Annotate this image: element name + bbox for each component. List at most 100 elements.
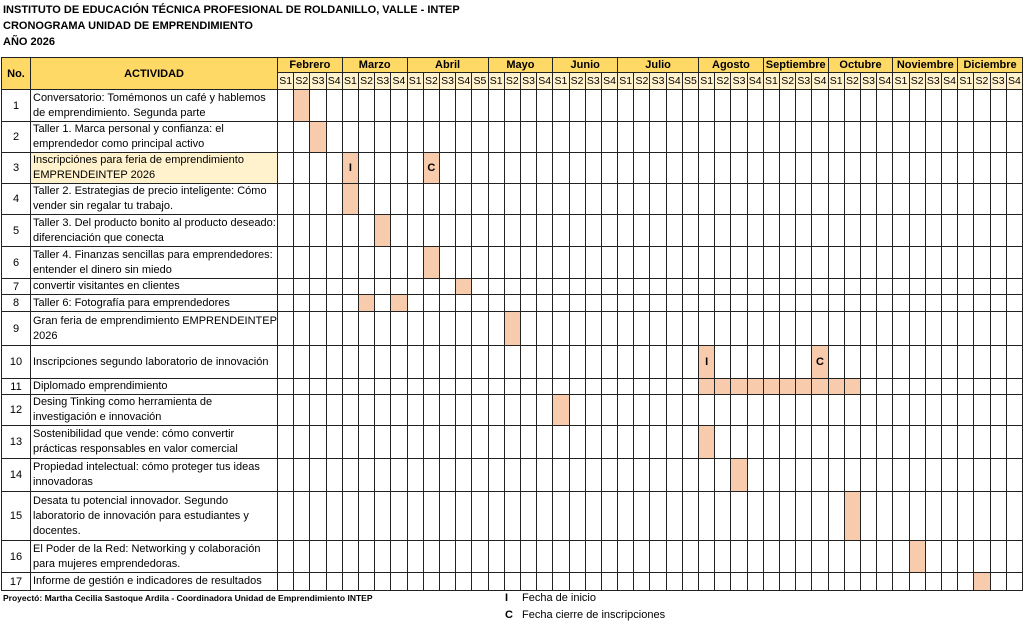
week-cell bbox=[989, 345, 1007, 379]
week-cell bbox=[957, 311, 975, 346]
week-cell bbox=[633, 458, 651, 492]
week-cell bbox=[471, 89, 489, 122]
week-cell bbox=[568, 152, 586, 184]
week-cell bbox=[892, 89, 910, 122]
week-header: S4 bbox=[390, 72, 408, 90]
month-header-agosto: Agosto bbox=[698, 57, 764, 73]
week-cell bbox=[779, 458, 797, 492]
week-cell bbox=[924, 311, 942, 346]
week-cell bbox=[455, 89, 473, 122]
week-cell bbox=[374, 278, 392, 295]
week-cell bbox=[341, 294, 359, 312]
week-cell bbox=[374, 572, 392, 591]
week-cell bbox=[924, 378, 942, 395]
week-cell bbox=[471, 311, 489, 346]
week-cell bbox=[633, 246, 651, 279]
week-cell bbox=[390, 89, 408, 122]
week-cell bbox=[827, 89, 845, 122]
week-cell bbox=[357, 246, 376, 279]
week-cell bbox=[438, 214, 457, 247]
week-cell bbox=[519, 214, 538, 247]
week-cell bbox=[649, 425, 667, 459]
week-header: S4 bbox=[600, 72, 619, 90]
week-cell bbox=[552, 378, 570, 395]
week-cell bbox=[357, 458, 376, 492]
week-cell bbox=[600, 394, 619, 426]
week-cell bbox=[859, 311, 878, 346]
week-cell bbox=[989, 89, 1007, 122]
week-header: S3 bbox=[438, 72, 457, 90]
week-header: S3 bbox=[924, 72, 942, 90]
week-cell bbox=[341, 345, 359, 379]
column-header-activity: ACTIVIDAD bbox=[29, 57, 279, 90]
week-cell bbox=[989, 152, 1007, 184]
scheduled-week-cell bbox=[357, 294, 376, 312]
week-cell bbox=[649, 214, 667, 247]
week-cell bbox=[374, 425, 392, 459]
week-cell bbox=[357, 121, 376, 153]
week-cell bbox=[892, 214, 910, 247]
week-cell bbox=[843, 458, 862, 492]
week-cell bbox=[989, 294, 1007, 312]
week-header: S3 bbox=[649, 72, 667, 90]
week-cell bbox=[892, 294, 910, 312]
week-cell bbox=[406, 311, 424, 346]
week-cell bbox=[665, 121, 683, 153]
week-cell bbox=[811, 152, 829, 184]
week-cell bbox=[325, 278, 343, 295]
week-cell bbox=[957, 121, 975, 153]
week-cell bbox=[325, 311, 343, 346]
week-cell bbox=[406, 540, 424, 573]
week-cell bbox=[665, 152, 683, 184]
week-cell bbox=[584, 294, 602, 312]
week-cell bbox=[325, 183, 343, 215]
week-cell bbox=[341, 214, 359, 247]
scheduled-week-cell: C bbox=[422, 152, 440, 184]
week-cell bbox=[779, 121, 797, 153]
week-cell bbox=[277, 183, 295, 215]
row-number: 15 bbox=[1, 491, 31, 541]
week-header: S4 bbox=[536, 72, 554, 90]
legend: I Fecha de inicio C Fecha cierre de inscri… bbox=[505, 590, 665, 624]
week-cell bbox=[374, 491, 392, 541]
week-cell bbox=[633, 345, 651, 379]
week-cell bbox=[973, 345, 991, 379]
scheduled-week-cell bbox=[390, 294, 408, 312]
week-cell bbox=[536, 278, 554, 295]
week-cell bbox=[876, 121, 894, 153]
week-header: S4 bbox=[325, 72, 343, 90]
week-cell bbox=[681, 294, 700, 312]
week-cell bbox=[390, 425, 408, 459]
week-cell bbox=[309, 183, 327, 215]
week-cell bbox=[617, 121, 635, 153]
week-cell bbox=[892, 378, 910, 395]
week-cell bbox=[536, 311, 554, 346]
week-cell bbox=[357, 345, 376, 379]
week-cell bbox=[455, 378, 473, 395]
scheduled-week-cell bbox=[843, 378, 862, 395]
week-cell bbox=[519, 572, 538, 591]
week-cell bbox=[859, 246, 878, 279]
month-header-noviembre: Noviembre bbox=[892, 57, 959, 73]
week-cell bbox=[552, 278, 570, 295]
week-cell bbox=[438, 311, 457, 346]
week-cell bbox=[665, 425, 683, 459]
week-cell bbox=[600, 345, 619, 379]
week-cell bbox=[859, 425, 878, 459]
week-cell bbox=[309, 278, 327, 295]
week-cell bbox=[536, 214, 554, 247]
activity-name: Gran feria de emprendimiento EMPRENDEINT… bbox=[29, 311, 279, 346]
scheduled-week-cell bbox=[795, 378, 813, 395]
week-cell bbox=[876, 425, 894, 459]
week-cell bbox=[633, 540, 651, 573]
week-cell bbox=[503, 152, 521, 184]
week-cell bbox=[1005, 246, 1024, 279]
week-cell bbox=[277, 394, 295, 426]
week-cell bbox=[779, 246, 797, 279]
week-cell bbox=[455, 491, 473, 541]
week-header: S2 bbox=[633, 72, 651, 90]
week-cell bbox=[519, 246, 538, 279]
activity-row: 14 Propiedad intelectual: cómo proteger t… bbox=[1, 458, 1024, 492]
week-cell bbox=[989, 378, 1007, 395]
week-cell bbox=[568, 311, 586, 346]
